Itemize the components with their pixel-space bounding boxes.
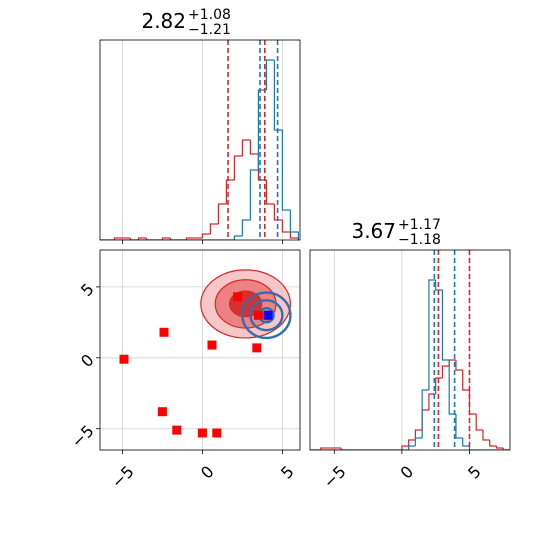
histogram-step: [169, 238, 179, 240]
histogram-step: [408, 439, 416, 446]
histogram-step: [257, 89, 267, 170]
histogram-step: [435, 377, 443, 394]
histogram-step: [455, 414, 463, 439]
x-tick-label: 5: [464, 462, 485, 483]
point: [233, 292, 243, 302]
histogram-step: [113, 237, 123, 240]
point: [252, 343, 262, 353]
histogram-step: [161, 237, 171, 240]
histogram-step: [265, 180, 275, 205]
x-tick-label: −5: [108, 462, 138, 492]
histogram-step: [201, 233, 211, 238]
histogram-step: [462, 438, 470, 447]
panel-title: 3.67: [351, 219, 396, 243]
histogram-step: [233, 235, 243, 240]
point: [157, 407, 167, 417]
panel: [100, 250, 300, 450]
histogram-step: [455, 360, 463, 371]
histogram-step: [233, 155, 243, 180]
histogram-step: [421, 389, 429, 438]
histogram-step: [401, 445, 409, 450]
histogram-step: [502, 448, 510, 450]
histogram-step: [428, 393, 436, 410]
histogram-step: [273, 204, 283, 221]
panel-frame: [99, 249, 301, 451]
histogram-step: [241, 219, 251, 236]
point: [263, 310, 273, 320]
histogram-step: [265, 59, 275, 90]
histogram-step: [289, 232, 299, 240]
histogram-step: [249, 140, 259, 155]
histogram-step: [489, 440, 497, 447]
histogram-step: [435, 280, 443, 291]
panel-frame: [99, 39, 301, 241]
point: [172, 425, 182, 435]
contour: [241, 291, 292, 340]
histogram-step: [129, 238, 139, 240]
y-tick-label: −5: [68, 421, 98, 451]
histogram-step: [462, 370, 470, 391]
histogram-step: [408, 445, 416, 450]
histogram-step: [441, 290, 450, 361]
histogram-step: [320, 447, 328, 450]
histogram-step: [482, 430, 490, 441]
histogram-step: [414, 437, 423, 446]
histogram-step: [475, 414, 483, 431]
title-upper: +1.08: [188, 7, 231, 23]
histogram-step: [273, 60, 283, 131]
panel-title: 2.82: [141, 9, 186, 33]
histogram-step: [289, 210, 299, 240]
panel: [310, 250, 510, 450]
histogram-step: [281, 130, 291, 211]
histogram-step: [468, 446, 477, 450]
histogram-step: [241, 139, 251, 156]
x-tick-label: 0: [197, 462, 218, 483]
histogram-step: [448, 360, 456, 415]
y-tick-label: 5: [77, 279, 98, 300]
histogram-step: [185, 237, 195, 240]
point: [197, 428, 207, 438]
histogram-step: [209, 223, 219, 234]
point: [207, 340, 217, 350]
x-tick-label: −5: [320, 462, 350, 492]
histogram-step: [421, 409, 429, 430]
histogram-step: [414, 429, 423, 440]
histogram-step: [428, 279, 436, 390]
histogram-step: [441, 365, 450, 378]
panel-frame: [309, 249, 511, 451]
histogram-step: [495, 446, 504, 449]
histogram-step: [217, 203, 227, 224]
x-tick-label: 5: [277, 462, 298, 483]
histogram-step: [137, 237, 147, 240]
point: [253, 310, 263, 320]
point: [119, 354, 129, 364]
histogram-step: [225, 179, 235, 204]
title-lower: −1.21: [188, 22, 231, 38]
histogram-step: [281, 220, 291, 233]
histogram-step: [468, 390, 477, 415]
contour: [249, 299, 284, 332]
histogram-step: [340, 448, 348, 450]
title-upper: +1.17: [398, 217, 441, 233]
panel: [100, 40, 299, 240]
title-lower: −1.18: [398, 232, 441, 248]
point: [212, 428, 222, 438]
histogram-step: [249, 169, 259, 220]
x-tick-label: 0: [397, 462, 418, 483]
histogram-step: [145, 238, 155, 240]
y-tick-label: 0: [77, 350, 98, 371]
point: [159, 327, 169, 337]
